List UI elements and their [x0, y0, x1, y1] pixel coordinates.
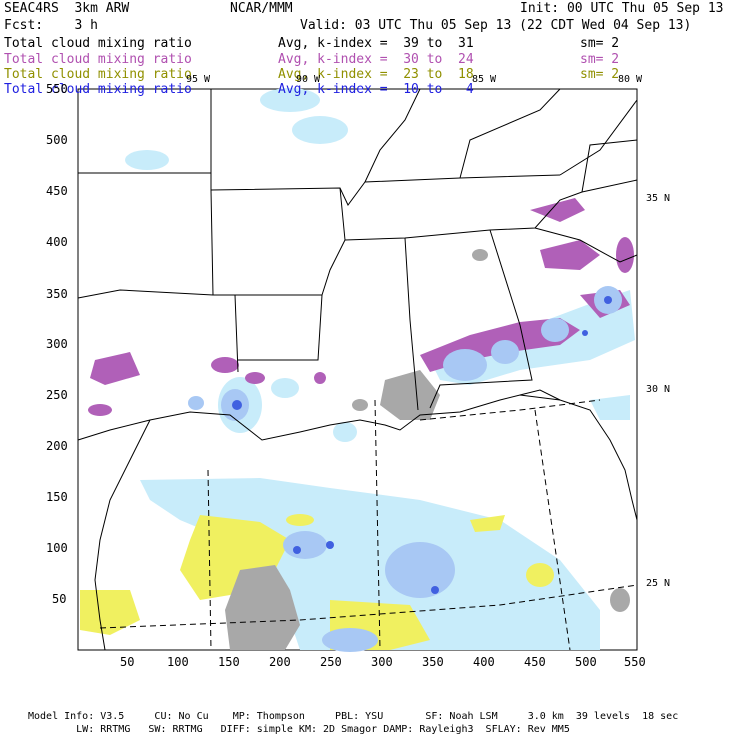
field-name-1: Total cloud mixing ratio	[4, 36, 192, 51]
y-tick: 550	[46, 82, 68, 96]
model-info-line-2: LW: RRTMG SW: RRTMG DIFF: simple KM: 2D …	[28, 724, 570, 735]
y-tick: 400	[46, 235, 68, 249]
y-tick: 200	[46, 439, 68, 453]
x-tick: 400	[473, 655, 495, 669]
x-tick: 450	[524, 655, 546, 669]
lon-label: 80 W	[618, 74, 643, 85]
x-tick: 150	[218, 655, 240, 669]
forecast-hour: Fcst: 3 h	[4, 18, 98, 33]
graticule	[99, 399, 638, 651]
cloud-field-darkblue	[232, 296, 612, 594]
field-avg-2: Avg, k-index = 30 to 24	[278, 52, 474, 67]
y-tick: 350	[46, 287, 68, 301]
y-tick: 100	[46, 541, 68, 555]
field-name-4: Total cloud mixing ratio	[4, 82, 192, 97]
lon-label: 85 W	[472, 74, 497, 85]
lon-label: 95 W	[186, 74, 211, 85]
y-tick: 250	[46, 388, 68, 402]
lat-label: 25 N	[646, 578, 671, 589]
field-avg-1: Avg, k-index = 39 to 31	[278, 36, 474, 51]
field-sm-2: sm= 2	[580, 52, 620, 67]
y-tick: 150	[46, 490, 68, 504]
boundaries	[77, 88, 638, 651]
x-tick: 50	[120, 655, 135, 669]
x-tick: 300	[371, 655, 393, 669]
x-tick: 500	[575, 655, 597, 669]
y-tick: 450	[46, 184, 68, 198]
y-tick: 50	[52, 592, 67, 606]
cloud-field-gray	[225, 249, 630, 650]
model-info-line-1: Model Info: V3.5 CU: No Cu MP: Thompson …	[28, 711, 679, 722]
y-tick: 500	[46, 133, 68, 147]
y-tick: 300	[46, 337, 68, 351]
cloud-field-blue	[188, 286, 622, 652]
field-avg-4: Avg, k-index = 10 to 4	[278, 82, 474, 97]
init-time: Init: 00 UTC Thu 05 Sep 13	[520, 1, 724, 16]
lat-label: 30 N	[646, 384, 671, 395]
x-tick: 200	[269, 655, 291, 669]
model-name: SEAC4RS 3km ARW	[4, 1, 130, 16]
x-tick: 100	[167, 655, 189, 669]
valid-time: Valid: 03 UTC Thu 05 Sep 13 (22 CDT Wed …	[300, 18, 692, 33]
lat-label: 35 N	[646, 193, 671, 204]
field-avg-3: Avg, k-index = 23 to 18	[278, 67, 474, 82]
org-name: NCAR/MMM	[230, 1, 293, 16]
field-name-3: Total cloud mixing ratio	[4, 67, 192, 82]
x-tick: 250	[320, 655, 342, 669]
field-name-2: Total cloud mixing ratio	[4, 52, 192, 67]
x-tick: 550	[624, 655, 646, 669]
lon-label: 90 W	[296, 74, 321, 85]
field-sm-1: sm= 2	[580, 36, 620, 51]
field-sm-3: sm= 2	[580, 67, 620, 82]
x-tick: 350	[422, 655, 444, 669]
